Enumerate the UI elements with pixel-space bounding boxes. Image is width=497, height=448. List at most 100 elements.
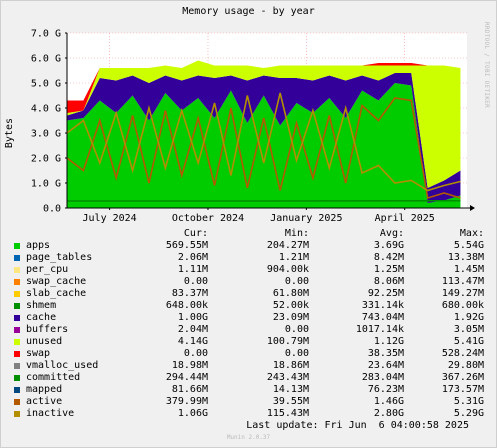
legend-cur: 648.00k	[165, 300, 208, 311]
legend-swatch	[14, 387, 20, 393]
legend-cur: 83.37M	[171, 288, 208, 299]
legend-name: unused	[26, 336, 63, 347]
legend-avg: 1.12G	[373, 336, 404, 347]
legend-cur: 4.14G	[177, 336, 208, 347]
legend-row-vmalloc-used: vmalloc_used 18.98M 18.86M 23.64M 29.80M	[14, 360, 484, 372]
y-tick-label: 3.0 G	[31, 129, 61, 140]
legend-avg: 92.25M	[367, 288, 404, 299]
legend-avg: 2.80G	[373, 408, 404, 419]
legend-swatch	[14, 375, 20, 381]
y-ticks: 0.0 1.0 G 2.0 G 3.0 G 4.0 G 5.0 G 6.0 G 7.0 G	[31, 29, 67, 215]
legend-cur: 0.00	[183, 276, 208, 287]
legend-cur: 18.98M	[171, 360, 208, 371]
legend-name: shmem	[26, 300, 57, 311]
legend-name: swap_cache	[26, 276, 87, 287]
legend-max: 5.41G	[453, 336, 484, 347]
header-cur: Cur:	[183, 228, 208, 239]
legend-name: buffers	[26, 324, 69, 335]
legend-cur: 0.00	[183, 348, 208, 359]
legend-name: active	[26, 396, 63, 407]
legend-swatch	[14, 363, 20, 369]
legend-max: 1.92G	[453, 312, 484, 323]
legend-min: 18.86M	[272, 360, 309, 371]
legend-cur: 1.06G	[177, 408, 208, 419]
legend-row-buffers: buffers 2.04M 0.00 1017.14k 3.05M	[14, 324, 484, 336]
legend-name: inactive	[26, 408, 75, 419]
legend-header: Cur: Min: Avg: Max:	[14, 228, 484, 240]
munin-footer: Munin 2.0.37	[226, 434, 271, 441]
legend-min: 100.79M	[266, 336, 309, 347]
legend-max: 149.27M	[441, 288, 484, 299]
area-apps	[67, 83, 461, 208]
x-ticks: July 2024 October 2024 January 2025 April 2…	[83, 208, 435, 224]
legend-avg: 76.23M	[367, 384, 404, 395]
legend-row-apps: apps 569.55M 204.27M 3.69G 5.54G	[14, 240, 484, 252]
legend-row-page-tables: page_tables 2.06M 1.21M 8.42M 13.38M	[14, 252, 484, 264]
legend-row-per-cpu: per_cpu 1.11M 904.00k 1.25M 1.45M	[14, 264, 484, 276]
legend-max: 528.24M	[441, 348, 484, 359]
legend-swatch	[14, 291, 20, 297]
legend-avg: 8.06M	[373, 276, 404, 287]
x-tick-label: January 2025	[270, 213, 342, 224]
legend-swatch	[14, 243, 20, 249]
legend: Cur: Min: Avg: Max: apps 569.55M 204.27M 3.…	[14, 228, 484, 420]
line-active	[66, 97, 461, 200]
legend-avg: 1.46G	[373, 396, 404, 407]
legend-max: 5.54G	[453, 240, 484, 251]
legend-min: 52.00k	[272, 300, 309, 311]
legend-row-active: active 379.99M 39.55M 1.46G 5.31G	[14, 396, 484, 408]
legend-max: 1.45M	[453, 264, 484, 275]
legend-cur: 2.04M	[177, 324, 208, 335]
legend-name: cache	[26, 312, 57, 323]
header-max: Max:	[459, 228, 484, 239]
legend-name: mapped	[26, 384, 63, 395]
legend-avg: 331.14k	[361, 300, 404, 311]
area-unused	[67, 60, 461, 188]
legend-name: swap	[26, 348, 51, 359]
y-tick-label: 4.0 G	[31, 104, 61, 115]
legend-cur: 379.99M	[165, 396, 208, 407]
legend-swatch	[14, 351, 20, 357]
legend-max: 5.29G	[453, 408, 484, 419]
legend-min: 0.00	[284, 324, 309, 335]
y-tick-label: 7.0 G	[31, 29, 61, 40]
legend-avg: 3.69G	[373, 240, 404, 251]
legend-swatch	[14, 255, 20, 261]
legend-avg: 38.35M	[367, 348, 404, 359]
x-tick-label: July 2024	[83, 213, 137, 224]
legend-avg: 283.04M	[361, 372, 404, 383]
legend-swatch	[14, 339, 20, 345]
legend-min: 23.09M	[272, 312, 309, 323]
chart-title: Memory usage - by year	[182, 6, 315, 17]
legend-max: 3.05M	[453, 324, 484, 335]
legend-row-swap: swap 0.00 0.00 38.35M 528.24M	[14, 348, 484, 360]
legend-row-slab-cache: slab_cache 83.37M 61.80M 92.25M 149.27M	[14, 288, 484, 300]
area-cache	[67, 73, 461, 203]
legend-min: 39.55M	[272, 396, 309, 407]
x-axis-arrow-icon	[470, 205, 475, 211]
legend-cur: 569.55M	[165, 240, 208, 251]
legend-swatch	[14, 327, 20, 333]
legend-avg: 743.04M	[361, 312, 404, 323]
legend-cur: 81.66M	[171, 384, 208, 395]
legend-max: 113.47M	[441, 276, 484, 287]
legend-min: 0.00	[284, 276, 309, 287]
y-tick-label: 1.0 G	[31, 179, 61, 190]
legend-cur: 294.44M	[165, 372, 208, 383]
legend-min: 904.00k	[266, 264, 309, 275]
legend-row-shmem: shmem 648.00k 52.00k 331.14k 680.00k	[14, 300, 484, 312]
legend-min: 14.13M	[272, 384, 309, 395]
legend-max: 173.57M	[441, 384, 484, 395]
legend-name: apps	[26, 240, 51, 251]
legend-rows: apps 569.55M 204.27M 3.69G 5.54G page_tables 2…	[14, 240, 484, 420]
legend-row-unused: unused 4.14G 100.79M 1.12G 5.41G	[14, 336, 484, 348]
legend-swatch	[14, 267, 20, 273]
legend-row-mapped: mapped 81.66M 14.13M 76.23M 173.57M	[14, 384, 484, 396]
legend-name: slab_cache	[26, 288, 87, 299]
legend-max: 367.26M	[441, 372, 484, 383]
legend-swatch	[14, 315, 20, 321]
x-tick-label: October 2024	[172, 213, 244, 224]
legend-avg: 1.25M	[373, 264, 404, 275]
legend-max: 29.80M	[447, 360, 484, 371]
legend-min: 61.80M	[272, 288, 309, 299]
